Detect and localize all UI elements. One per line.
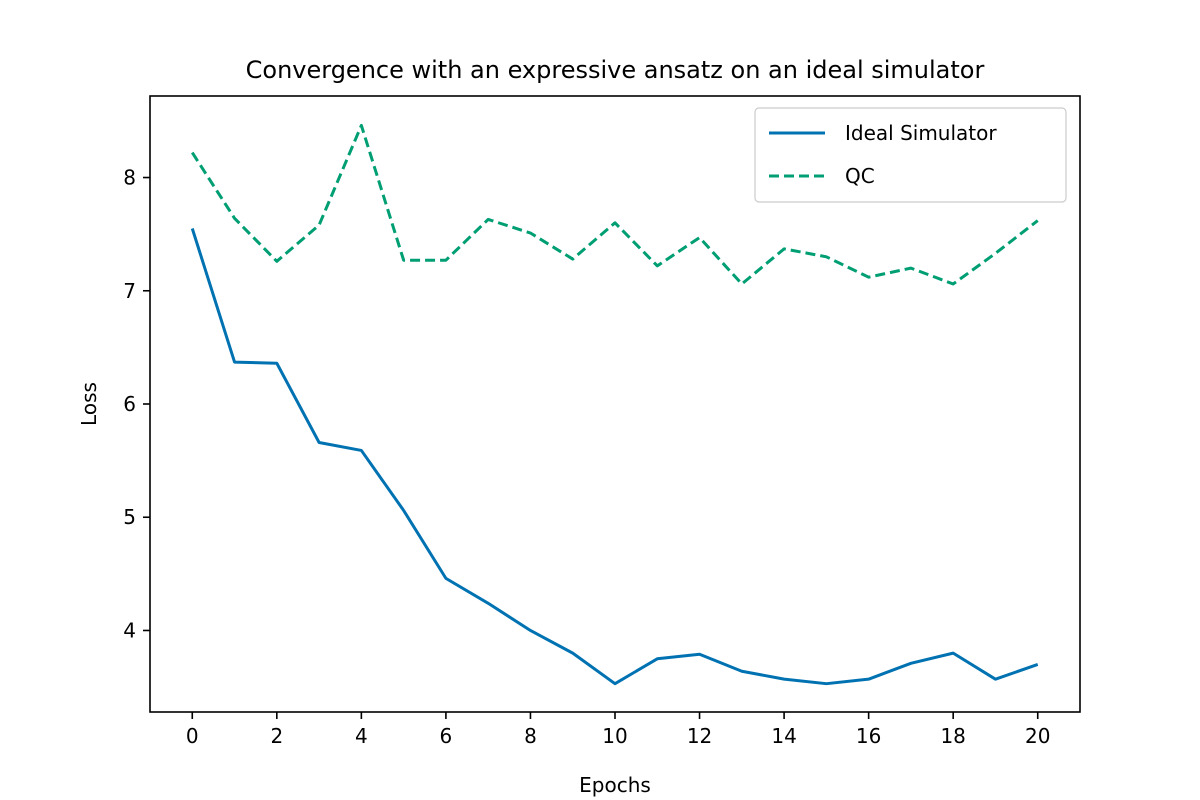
y-tick-label: 8 [123, 166, 136, 190]
y-tick-label: 5 [123, 505, 136, 529]
y-tick-label: 4 [123, 618, 136, 642]
x-tick-label: 10 [602, 724, 627, 748]
y-tick-label: 7 [123, 279, 136, 303]
x-tick-label: 4 [355, 724, 368, 748]
legend-box [754, 107, 1067, 203]
series-line-ideal-simulator [190, 228, 1039, 686]
x-tick-label: 20 [1025, 724, 1050, 748]
y-axis: 4 5 6 7 8 [123, 166, 150, 642]
x-axis: 0 2 4 6 8 10 12 14 16 18 20 [186, 712, 1050, 748]
plot-area [190, 123, 1039, 686]
x-axis-label: Epochs [579, 773, 651, 797]
x-tick-label: 14 [771, 724, 796, 748]
legend-label-qc: QC [845, 164, 875, 188]
legend: Ideal Simulator QC [754, 107, 1067, 203]
x-tick-label: 6 [440, 724, 453, 748]
x-tick-label: 0 [186, 724, 199, 748]
x-tick-label: 8 [524, 724, 537, 748]
y-tick-label: 6 [123, 392, 136, 416]
series-line-qc [191, 123, 1039, 286]
x-tick-label: 16 [856, 724, 881, 748]
x-tick-label: 18 [940, 724, 965, 748]
x-tick-label: 12 [687, 724, 712, 748]
chart-title: Convergence with an expressive ansatz on… [246, 56, 985, 84]
legend-label-ideal-simulator: Ideal Simulator [845, 121, 997, 145]
x-tick-label: 2 [270, 724, 283, 748]
y-axis-label: Loss [77, 382, 101, 426]
